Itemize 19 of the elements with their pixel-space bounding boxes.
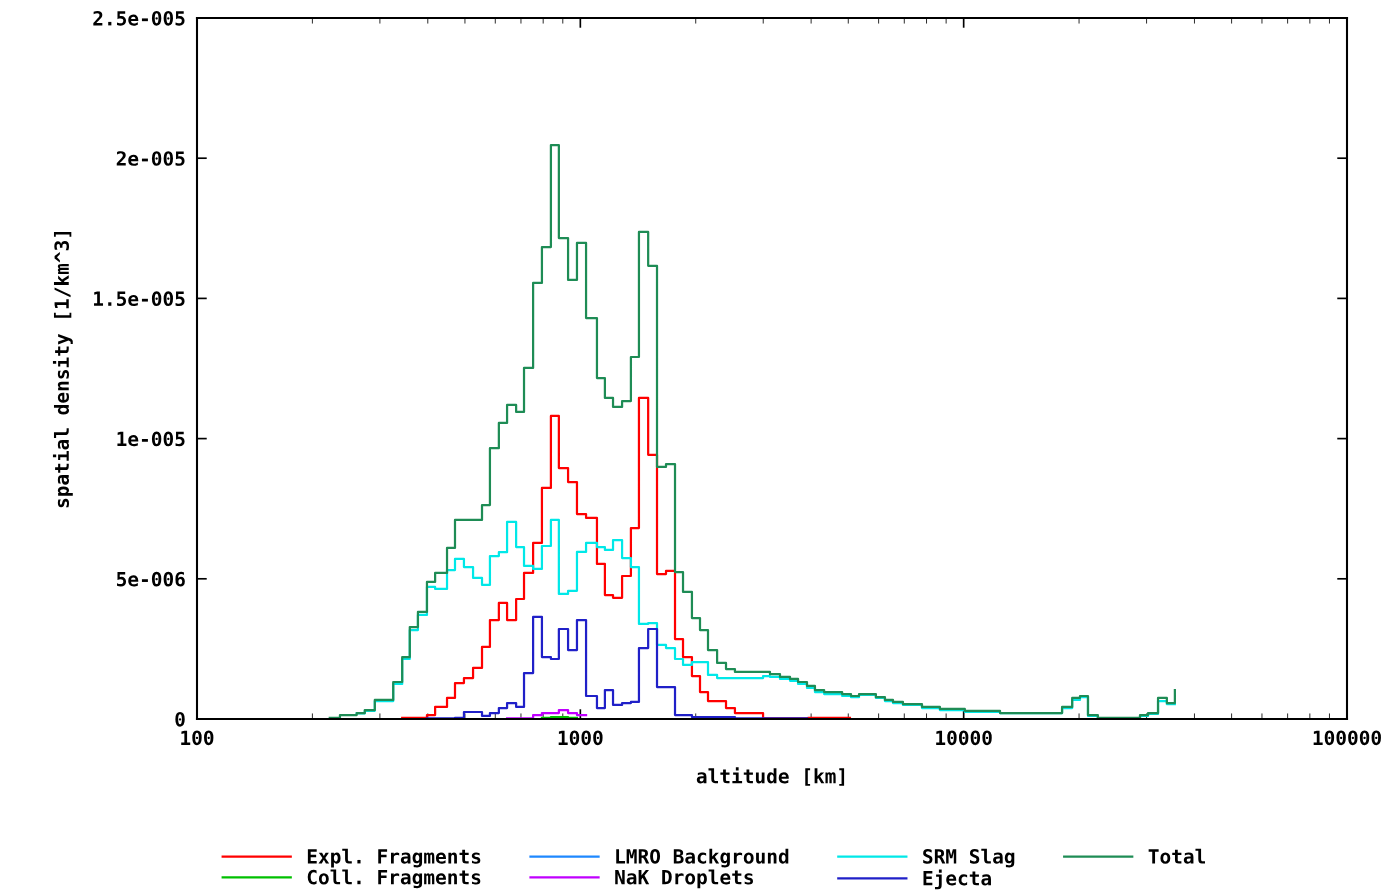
x-tick-label: 10000 [936,730,992,746]
x-tick-label: 100 [181,730,214,746]
x-tick-label: 1000 [558,730,603,746]
y-tick-label: 1.5e-005 [94,291,185,307]
x-tick-label: 100000 [1313,730,1381,746]
legend-label: NaK Droplets [615,869,754,889]
y-tick-label: 0 [175,711,185,727]
legend-label: Coll. Fragments [307,869,481,889]
legend-label: Total [1148,848,1205,864]
legend-label: Expl. Fragments [307,848,481,868]
legend-label: LMRO Background [616,848,789,868]
y-tick-label: 1e-005 [117,431,185,447]
x-axis-title: altitude [km] [696,767,845,786]
legend-label: SRM Slag [923,848,1015,868]
y-tick-label: 2.5e-005 [93,10,185,26]
y-tick-label: 5e-006 [117,571,185,587]
y-tick-label: 2e-005 [116,151,185,166]
y-axis-title: spatial density [1/km^3] [52,232,73,508]
legend-label: Ejecta [923,869,991,890]
